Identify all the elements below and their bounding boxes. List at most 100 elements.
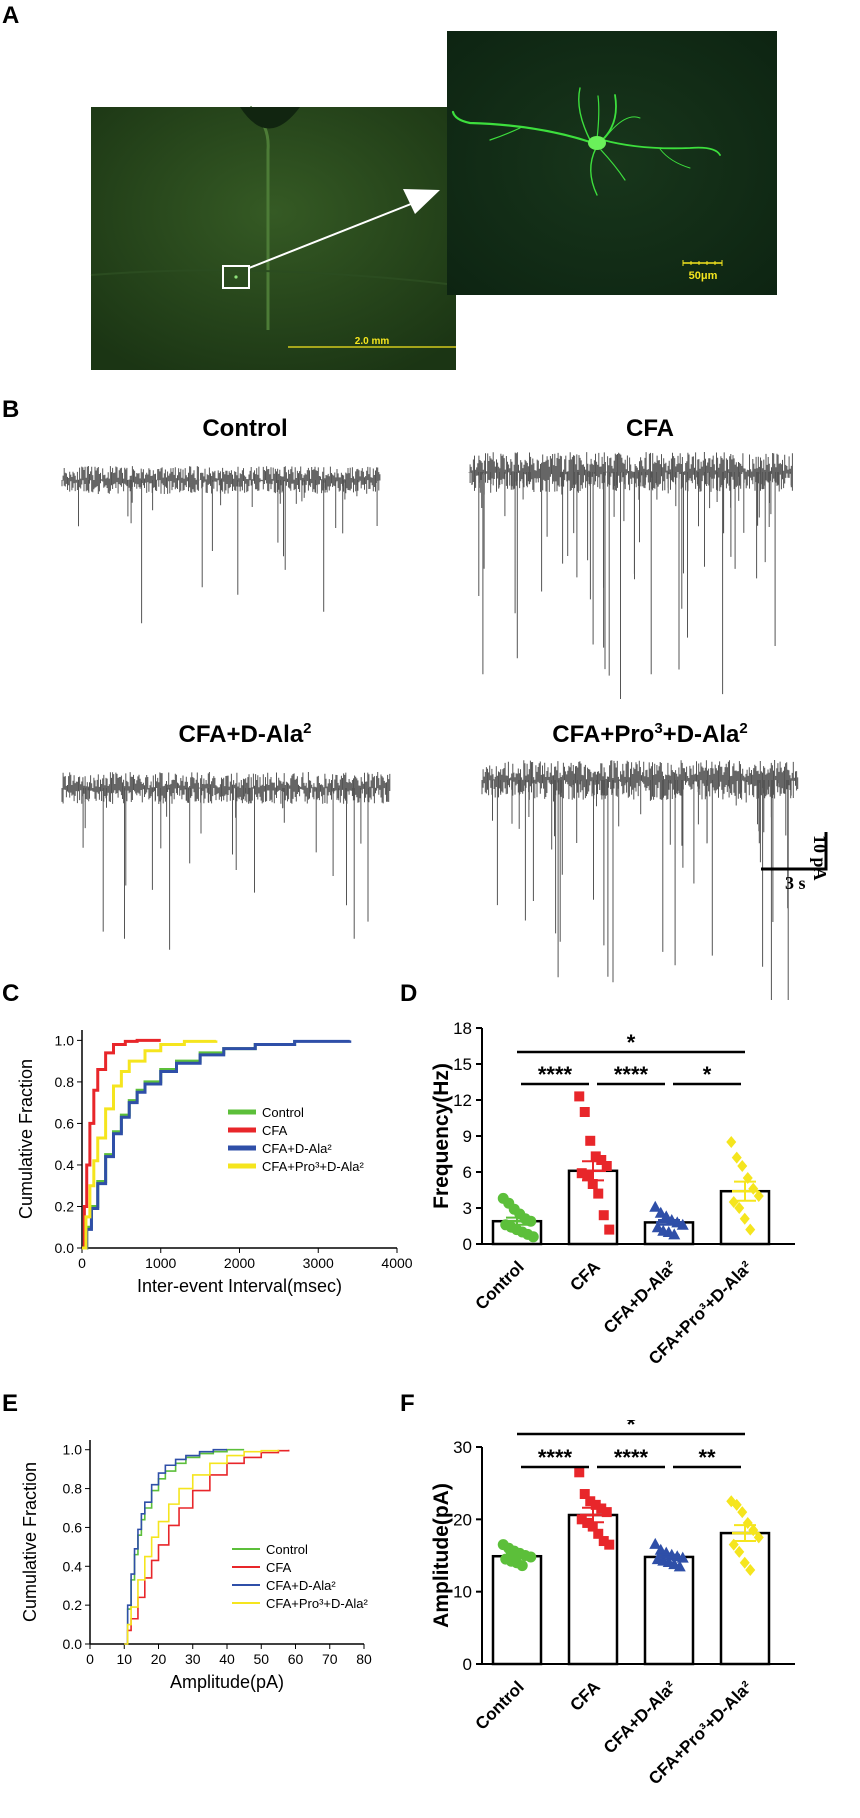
data-point	[574, 1467, 585, 1478]
data-point	[649, 1200, 662, 1212]
y-tick-label: 15	[453, 1055, 472, 1074]
x-tick-label: 80	[356, 1651, 372, 1667]
neuron-soma	[588, 136, 606, 150]
data-point	[745, 1563, 756, 1576]
y-tick-label: 0.0	[63, 1636, 83, 1652]
series-line	[124, 1448, 227, 1645]
trace-scale-y-label: 10 pA	[810, 835, 830, 881]
brain-slice-image	[91, 107, 456, 370]
x-tick-label: 2000	[224, 1255, 255, 1271]
y-axis-label: Cumulative Fraction	[16, 1059, 36, 1219]
data-point	[604, 1224, 615, 1235]
category-label: CFA	[566, 1257, 603, 1294]
y-tick-label: 20	[453, 1510, 472, 1529]
legend-label: Control	[262, 1105, 304, 1120]
legend-label: CFA	[266, 1560, 292, 1575]
panel-label-c: C	[2, 980, 20, 1007]
category-label: CFA+D-Ala²	[600, 1677, 680, 1757]
y-tick-label: 1.0	[55, 1032, 75, 1048]
data-point	[748, 1182, 759, 1195]
data-point	[731, 1498, 742, 1511]
ventricle	[240, 107, 300, 129]
zoom-scale-label: 50μm	[689, 270, 718, 282]
data-point	[593, 1188, 604, 1199]
panel-label-d: D	[400, 980, 418, 1007]
y-tick-label: 0.4	[63, 1558, 83, 1574]
category-label: CFA	[566, 1677, 603, 1714]
category-label: Control	[472, 1257, 528, 1313]
series-line	[82, 1038, 161, 1250]
y-tick-label: 3	[463, 1199, 472, 1218]
data-point	[731, 1151, 742, 1164]
data-point	[737, 1160, 748, 1172]
trace-pro	[481, 760, 799, 1000]
legend-label: CFA+D-Ala²	[262, 1141, 332, 1156]
data-point	[516, 1560, 528, 1572]
data-point	[585, 1135, 596, 1146]
bar	[491, 1554, 543, 1666]
trace-title-dala: CFA+D-Ala2	[178, 720, 312, 748]
y-tick-label: 0.8	[55, 1074, 75, 1090]
data-point	[726, 1136, 737, 1148]
data-point	[753, 1190, 764, 1202]
data-point	[579, 1107, 590, 1117]
data-point	[574, 1091, 585, 1102]
y-axis-label: Frequency(Hz)	[430, 1063, 453, 1209]
significance-label: ****	[538, 1445, 573, 1470]
data-point	[753, 1531, 764, 1544]
data-point	[728, 1196, 739, 1208]
data-point	[739, 1212, 750, 1225]
legend-label: CFA+Pro³+D-Ala²	[262, 1159, 365, 1174]
data-point	[734, 1545, 745, 1558]
panel-a-micrographs: 2.0 mm 50μm	[90, 31, 777, 370]
chart-e-amplitude-cdf: 0 10 20 30 40 50 60 70 80 0.0 0.2 0.4 0.6 0.8 1.0 Contr…	[20, 1440, 372, 1692]
y-tick-label: 0.0	[55, 1240, 75, 1256]
y-tick-label: 12	[453, 1091, 472, 1110]
trace-scale-bar	[761, 832, 828, 871]
significance-label: *	[703, 1062, 712, 1087]
overview-scale-label: 2.0 mm	[355, 336, 390, 347]
y-tick-label: 0	[463, 1655, 472, 1674]
bar	[567, 1513, 619, 1666]
x-tick-label: 4000	[381, 1255, 412, 1271]
series-line	[124, 1449, 290, 1645]
y-tick-label: 18	[453, 1019, 472, 1038]
chart-c-interval-cdf: 0 1000 2000 3000 4000 0.0 0.2 0.4 0.6 0.8 1.0 Contr…	[16, 1030, 413, 1296]
data-point	[734, 1202, 745, 1214]
significance-label: ****	[614, 1445, 649, 1470]
y-tick-label: 10	[453, 1583, 472, 1602]
significance-label: ****	[614, 1062, 649, 1087]
legend-label: CFA+Pro³+D-Ala²	[266, 1596, 369, 1611]
legend-label: Control	[266, 1542, 308, 1557]
panel-label-b: B	[2, 396, 20, 423]
data-point	[601, 1161, 612, 1171]
data-point	[739, 1556, 750, 1569]
data-point	[676, 1218, 689, 1230]
series-line	[82, 1039, 218, 1250]
bar	[643, 1555, 695, 1666]
roi-box	[222, 265, 250, 289]
category-label: Control	[472, 1677, 528, 1733]
bar	[719, 1531, 771, 1666]
x-tick-label: 50	[253, 1651, 269, 1667]
category-label: CFA+D-Ala²	[600, 1257, 680, 1337]
trace-title-pro: CFA+Pro3+D-Ala2	[552, 720, 748, 748]
chart-d-frequency: 0 3 6 9 12 15 18 Frequency(Hz) Control CFACFA+D-A…	[430, 1019, 795, 1368]
series-line	[124, 1449, 280, 1645]
trace-title-control: Control	[202, 415, 288, 442]
data-point	[745, 1223, 756, 1236]
y-tick-label: 30	[453, 1438, 472, 1457]
significance-label: **	[698, 1445, 716, 1470]
significance-label: *	[627, 1030, 636, 1055]
panel-label-f: F	[400, 1390, 415, 1417]
panel-label-e: E	[2, 1390, 19, 1417]
x-tick-label: 70	[322, 1651, 338, 1667]
data-point	[673, 1560, 686, 1572]
y-tick-label: 0.4	[55, 1157, 75, 1173]
chart-f-amplitude: 0 10 20 30 Amplitude(pA) Control CFACFA+D-Ala²…	[430, 1420, 795, 1788]
y-tick-label: 6	[463, 1163, 472, 1182]
y-tick-label: 0.2	[55, 1198, 75, 1214]
panel-label-a: A	[2, 2, 20, 29]
y-axis-label: Amplitude(pA)	[430, 1483, 453, 1628]
x-tick-label: 1000	[145, 1255, 176, 1271]
